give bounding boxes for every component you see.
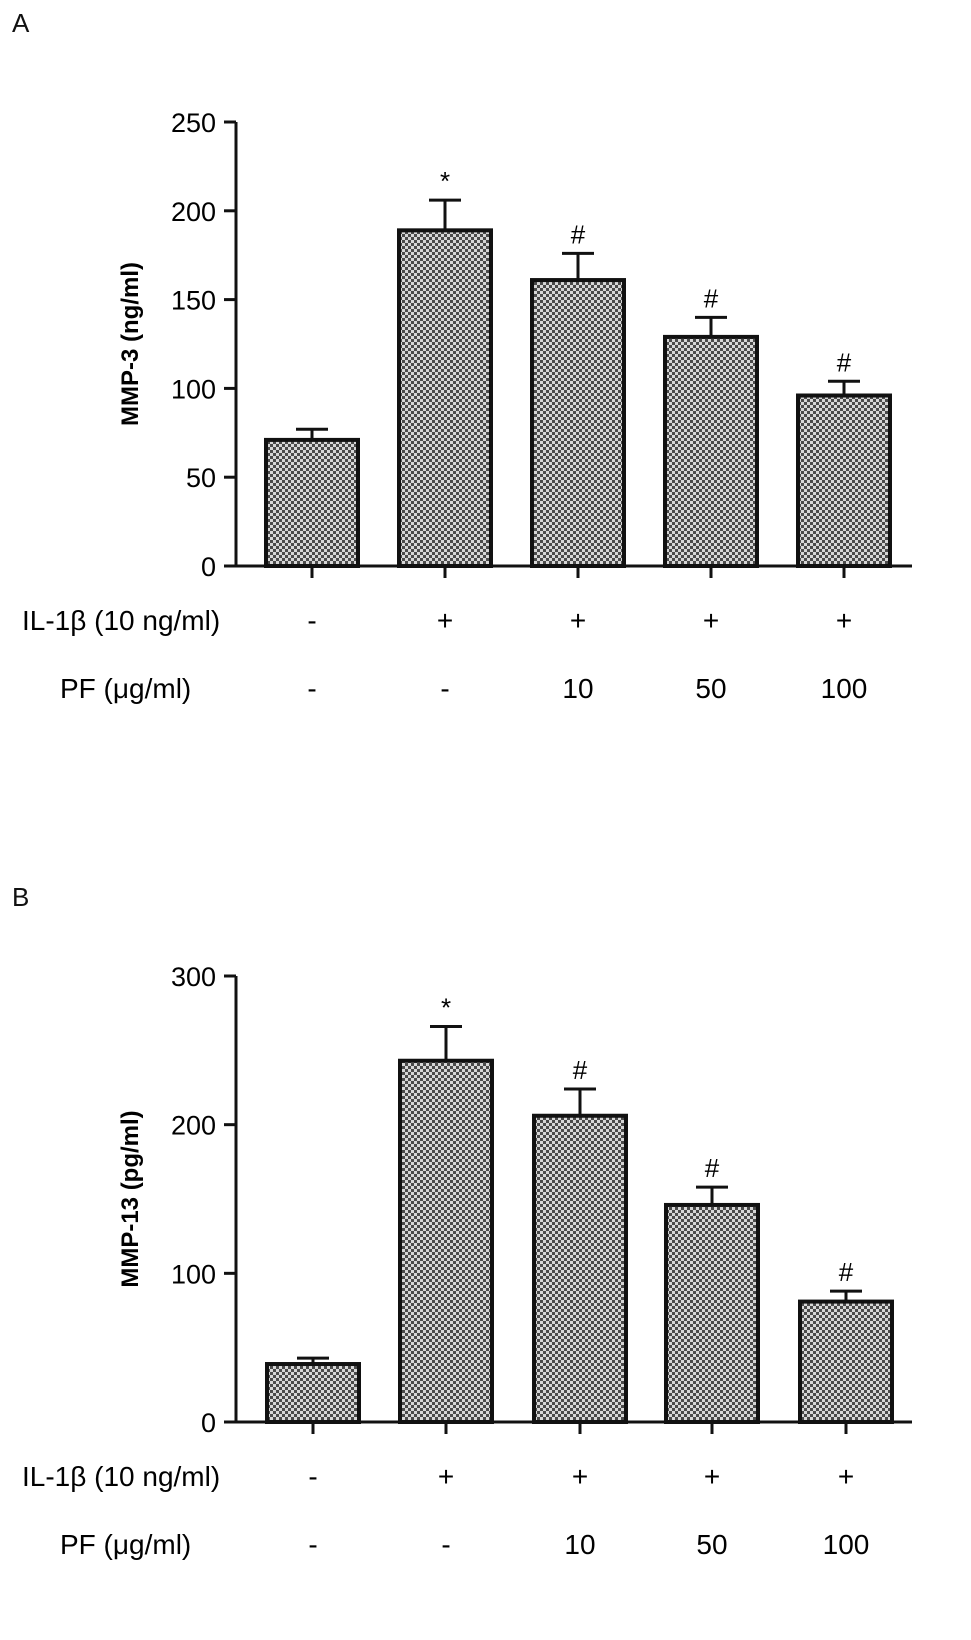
il1b-condition-value: + [703, 605, 719, 636]
pf-condition-value: - [308, 1529, 317, 1560]
y-tick-label: 50 [186, 463, 216, 493]
il1b-condition-value: + [704, 1461, 720, 1492]
bar [397, 228, 493, 568]
y-tick-label: 100 [171, 374, 216, 404]
panel-letter: B [12, 882, 30, 912]
y-tick-label: 100 [171, 1259, 216, 1289]
y-tick-label: 0 [201, 552, 216, 582]
il1b-row-label: IL-1β (10 ng/ml) [22, 1461, 220, 1492]
significance-marker: * [441, 993, 451, 1023]
chart-b: 0 100 200 300 MMP-13 (pg/ml) - - * + - # +10 # +50 # +1… [22, 962, 912, 1560]
bar [530, 278, 626, 568]
significance-marker: * [440, 166, 450, 196]
bar [798, 1299, 894, 1424]
significance-marker: # [571, 219, 586, 249]
y-axis-label: MMP-13 (pg/ml) [117, 1110, 144, 1287]
il1b-condition-value: + [438, 1461, 454, 1492]
pf-condition-value: 10 [564, 1529, 595, 1560]
bar [664, 1202, 760, 1424]
y-tick-label: 200 [171, 1111, 216, 1141]
pf-condition-value: 100 [823, 1529, 870, 1560]
significance-marker: # [704, 283, 719, 313]
chart-a: 0 50 100 150 200 250 MMP-3 (ng/ml) - - * + - # +10 # +5… [22, 108, 912, 704]
y-tick-label: 150 [171, 286, 216, 316]
pf-row-label: PF (μg/ml) [60, 673, 191, 704]
il1b-row-label: IL-1β (10 ng/ml) [22, 605, 220, 636]
bar [663, 334, 759, 568]
significance-marker: # [839, 1257, 854, 1287]
il1b-condition-value: - [308, 1461, 317, 1492]
significance-marker: # [705, 1153, 720, 1183]
pf-condition-value: 50 [696, 1529, 727, 1560]
bar [398, 1058, 494, 1425]
pf-condition-value: 100 [821, 673, 868, 704]
y-axis-label: MMP-3 (ng/ml) [117, 262, 144, 426]
pf-condition-value: - [307, 673, 316, 704]
y-tick-label: 0 [201, 1408, 216, 1438]
il1b-condition-value: + [838, 1461, 854, 1492]
il1b-condition-value: - [307, 605, 316, 636]
il1b-condition-value: + [836, 605, 852, 636]
significance-marker: # [573, 1055, 588, 1085]
bar [796, 393, 892, 568]
significance-marker: # [837, 347, 852, 377]
pf-condition-value: 50 [695, 673, 726, 704]
pf-condition-value: - [440, 673, 449, 704]
panel-a: A 0 50 100 150 200 250 MMP-3 (ng/ml) - - * + - # +10 #… [12, 8, 912, 704]
il1b-condition-value: + [570, 605, 586, 636]
pf-condition-value: - [441, 1529, 450, 1560]
bar [265, 1362, 361, 1424]
pf-row-label: PF (μg/ml) [60, 1529, 191, 1560]
y-tick-label: 250 [171, 108, 216, 138]
bar [532, 1113, 628, 1424]
panel-b: B 0 100 200 300 MMP-13 (pg/ml) - - * + - # +10 # +50 #… [0, 880, 971, 1640]
panel-letter: A [12, 8, 30, 38]
bar [264, 437, 360, 568]
y-tick-label: 200 [171, 197, 216, 227]
il1b-condition-value: + [437, 605, 453, 636]
pf-condition-value: 10 [562, 673, 593, 704]
y-tick-label: 300 [171, 962, 216, 992]
il1b-condition-value: + [572, 1461, 588, 1492]
